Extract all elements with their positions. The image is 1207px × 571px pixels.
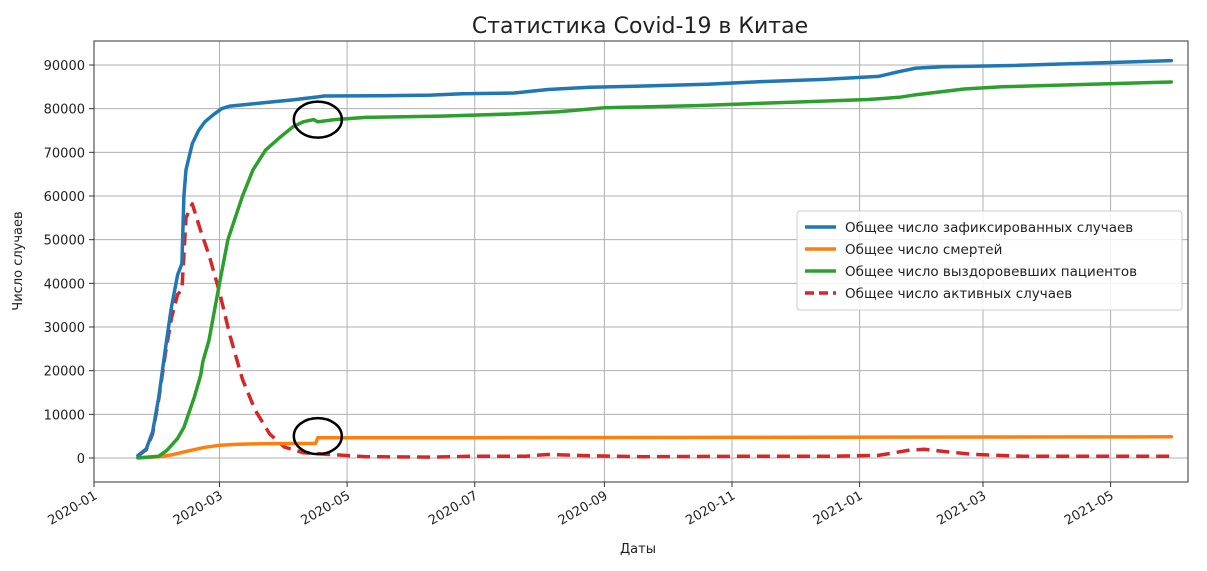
y-tick-label: 80000	[44, 103, 85, 118]
series-total-cases	[136, 58, 1174, 458]
x-tick-label: 2020-11	[683, 488, 738, 528]
legend-item-deaths: Общее число смертей	[845, 242, 1002, 258]
x-tick-label: 2020-01	[45, 488, 100, 528]
x-axis-label: Даты	[620, 542, 656, 557]
annotation-circle-deaths	[292, 416, 344, 456]
legend: Общее число зафиксированных случаев Общее…	[796, 210, 1183, 311]
x-tick-label: 2021-03	[934, 488, 989, 528]
plot-frame	[93, 40, 1189, 483]
legend-item-total-cases: Общее число зафиксированных случаев	[845, 220, 1133, 236]
legend-item-active: Общее число активных случаев	[845, 286, 1072, 302]
y-axis-label: Число случаев	[11, 211, 26, 310]
series-lines	[136, 58, 1174, 460]
annotation-circle-recovered	[292, 100, 344, 139]
x-tick-label: 2021-01	[811, 488, 866, 528]
x-tick-label: 2020-05	[299, 488, 354, 528]
x-axis-ticks: 2020-01 2020-03 2020-05 2020-07 2020-09 2020-…	[45, 482, 1117, 529]
x-tick-label: 2021-05	[1062, 488, 1117, 528]
y-tick-label: 90000	[44, 59, 85, 74]
y-tick-label: 40000	[44, 277, 85, 292]
y-tick-label: 50000	[44, 234, 85, 249]
x-tick-label: 2020-03	[171, 488, 226, 528]
y-axis-ticks: 0 10000 20000 30000 40000 50000 60000 70000 8000…	[44, 59, 94, 467]
y-tick-label: 70000	[44, 146, 85, 161]
y-tick-label: 0	[77, 452, 85, 467]
y-tick-label: 10000	[44, 408, 85, 423]
series-active	[136, 202, 1172, 459]
series-deaths	[136, 435, 1174, 460]
y-tick-label: 30000	[44, 321, 85, 336]
annotations	[292, 100, 344, 456]
series-recovered	[136, 80, 1174, 460]
y-tick-label: 60000	[44, 190, 85, 205]
legend-item-recovered: Общее число выздоровевших пациентов	[845, 264, 1137, 280]
legend-box	[796, 210, 1183, 311]
x-tick-label: 2020-09	[556, 488, 611, 528]
x-tick-label: 2020-07	[426, 488, 481, 528]
y-tick-label: 20000	[44, 365, 85, 380]
chart-title: Статистика Covid-19 в Китае	[472, 14, 808, 39]
